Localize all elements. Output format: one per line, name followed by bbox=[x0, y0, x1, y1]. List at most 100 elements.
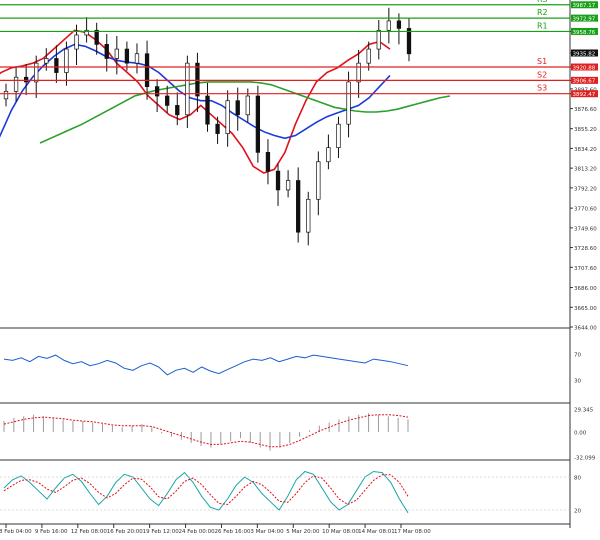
candle-body bbox=[215, 123, 220, 134]
price-tick-label: 3792.20 bbox=[574, 186, 597, 192]
x-tick-label: 24 Feb 00:00 bbox=[179, 529, 216, 535]
level-value-tag bbox=[571, 76, 598, 84]
price-tick-label: 3728.60 bbox=[574, 246, 597, 252]
x-tick-label: 16 Feb 20:00 bbox=[107, 529, 144, 535]
level-label-r1: R1 bbox=[537, 21, 548, 30]
indicator-line bbox=[3, 470, 409, 514]
candle-body bbox=[44, 58, 49, 64]
level-label-s1: S1 bbox=[537, 57, 547, 66]
candle-body bbox=[175, 105, 180, 116]
candle-body bbox=[326, 147, 331, 163]
price-tick-label: 3665.00 bbox=[574, 306, 597, 312]
candle-body bbox=[366, 48, 371, 64]
level-value-label: 3987.17 bbox=[573, 3, 596, 9]
candle-body bbox=[336, 123, 341, 149]
price-tick-label: 3644.00 bbox=[574, 326, 597, 332]
last-price-label: 3935.82 bbox=[573, 51, 596, 57]
rsi-tick-label: 30 bbox=[574, 379, 581, 385]
candle-body bbox=[165, 95, 170, 106]
level-value-label: 3892.47 bbox=[573, 92, 596, 98]
candle-body bbox=[185, 62, 190, 116]
price-tick-label: 3749.60 bbox=[574, 226, 597, 232]
price-tick-label: 3834.20 bbox=[574, 147, 597, 153]
candle-body bbox=[265, 152, 271, 172]
candle-body bbox=[195, 62, 200, 97]
x-tick-label: 5 Mar 20:00 bbox=[286, 529, 320, 535]
candle-body bbox=[34, 62, 39, 83]
level-value-label: 3906.67 bbox=[573, 79, 596, 85]
x-tick-label: 26 Feb 16:00 bbox=[214, 529, 251, 535]
price-tick-label: 3707.60 bbox=[574, 266, 597, 272]
stoch-tick-label: 20 bbox=[574, 509, 581, 515]
candle-body bbox=[104, 44, 109, 59]
candle-body bbox=[24, 76, 29, 83]
candle-body bbox=[356, 62, 361, 83]
last-price-tag bbox=[571, 49, 598, 57]
stoch-tick-label: 80 bbox=[574, 476, 581, 482]
candle-body bbox=[144, 53, 150, 87]
level-value-tag bbox=[571, 27, 598, 35]
candle-body bbox=[386, 20, 391, 31]
candle-body bbox=[3, 90, 9, 100]
x-tick-label: 17 Mar 08:00 bbox=[394, 529, 431, 535]
candle-body bbox=[235, 100, 240, 116]
candle-body bbox=[114, 48, 119, 59]
x-tick-label: 12 Feb 08:00 bbox=[71, 529, 108, 535]
candle-body bbox=[285, 180, 291, 191]
x-tick-label: 9 Feb 16:00 bbox=[35, 529, 68, 535]
candle-body bbox=[13, 76, 19, 92]
level-value-tag bbox=[571, 90, 598, 98]
level-value-label: 3958.76 bbox=[573, 30, 596, 36]
level-value-label: 3972.97 bbox=[573, 16, 596, 22]
indicator-line bbox=[3, 354, 409, 376]
level-value-tag bbox=[571, 14, 598, 22]
macd-tick-label: 29.345 bbox=[574, 408, 594, 414]
candle-body bbox=[54, 58, 59, 73]
level-value-tag bbox=[571, 63, 598, 71]
candle-body bbox=[124, 48, 130, 64]
x-tick-label: 14 Mar 08:01 bbox=[358, 529, 395, 535]
level-label-s3: S3 bbox=[537, 84, 547, 93]
candle-body bbox=[275, 170, 281, 191]
level-label-r2: R2 bbox=[537, 8, 548, 17]
price-tick-label: 3876.60 bbox=[574, 107, 597, 113]
candle-body bbox=[316, 161, 321, 200]
candle-body bbox=[306, 198, 311, 233]
macd-signal-line bbox=[3, 414, 409, 448]
price-tick-label: 3686.00 bbox=[574, 286, 597, 292]
price-tick-label: 3855.20 bbox=[574, 127, 597, 133]
x-tick-label: 10 Mar 08:00 bbox=[322, 529, 359, 535]
candle-body bbox=[225, 100, 230, 134]
candle-body bbox=[205, 95, 210, 125]
level-label-r3: R3 bbox=[537, 0, 548, 4]
level-value-label: 3920.88 bbox=[573, 65, 596, 71]
price-tick-label: 3770.60 bbox=[574, 207, 597, 213]
candle-body bbox=[64, 48, 69, 73]
candle-body bbox=[154, 86, 160, 97]
candle-body bbox=[245, 95, 250, 116]
candle-body bbox=[255, 95, 261, 153]
x-tick-label: 3 Mar 04:00 bbox=[250, 529, 284, 535]
rsi-tick-label: 70 bbox=[574, 352, 581, 358]
candle-body bbox=[74, 34, 79, 50]
candle-body bbox=[94, 29, 99, 45]
candle-body bbox=[396, 20, 402, 29]
x-tick-label: 8 Feb 04:00 bbox=[0, 529, 32, 535]
indicator-line bbox=[3, 474, 409, 506]
candle-body bbox=[376, 29, 381, 50]
macd-tick-label: -32.099 bbox=[574, 456, 596, 462]
candle-body bbox=[296, 180, 301, 233]
candle-body bbox=[134, 53, 140, 64]
candle-body bbox=[346, 81, 351, 125]
macd-tick-label: 0.00 bbox=[574, 430, 587, 436]
x-tick-label: 19 Feb 12:00 bbox=[143, 529, 180, 535]
level-label-s2: S2 bbox=[537, 70, 547, 79]
moving-average-line bbox=[0, 29, 391, 174]
candle-body bbox=[84, 29, 89, 36]
candle-body bbox=[406, 28, 412, 55]
moving-average-line bbox=[39, 81, 451, 144]
price-tick-label: 3813.20 bbox=[574, 167, 597, 173]
